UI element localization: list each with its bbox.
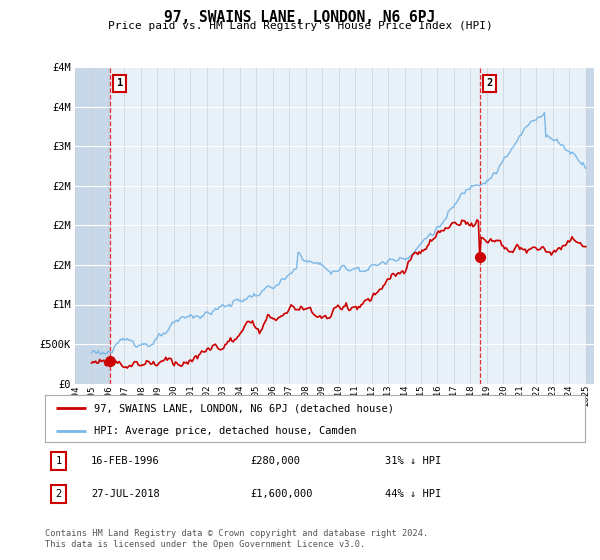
Text: HPI: Average price, detached house, Camden: HPI: Average price, detached house, Camd… bbox=[94, 426, 356, 436]
Bar bbox=[75, 67, 110, 384]
Text: Contains HM Land Registry data © Crown copyright and database right 2024.
This d: Contains HM Land Registry data © Crown c… bbox=[45, 529, 428, 549]
Text: 1: 1 bbox=[116, 78, 123, 88]
Text: 16-FEB-1996: 16-FEB-1996 bbox=[91, 456, 160, 466]
Text: 97, SWAINS LANE, LONDON, N6 6PJ (detached house): 97, SWAINS LANE, LONDON, N6 6PJ (detache… bbox=[94, 403, 394, 413]
Text: 2: 2 bbox=[486, 78, 493, 88]
Bar bbox=[586, 67, 594, 384]
Text: 2: 2 bbox=[55, 488, 62, 498]
Text: 44% ↓ HPI: 44% ↓ HPI bbox=[385, 488, 442, 498]
Text: 27-JUL-2018: 27-JUL-2018 bbox=[91, 488, 160, 498]
Text: 31% ↓ HPI: 31% ↓ HPI bbox=[385, 456, 442, 466]
Text: £1,600,000: £1,600,000 bbox=[250, 488, 313, 498]
Text: 1: 1 bbox=[55, 456, 62, 466]
Text: Price paid vs. HM Land Registry's House Price Index (HPI): Price paid vs. HM Land Registry's House … bbox=[107, 21, 493, 31]
Text: 97, SWAINS LANE, LONDON, N6 6PJ: 97, SWAINS LANE, LONDON, N6 6PJ bbox=[164, 10, 436, 25]
Text: £280,000: £280,000 bbox=[250, 456, 300, 466]
